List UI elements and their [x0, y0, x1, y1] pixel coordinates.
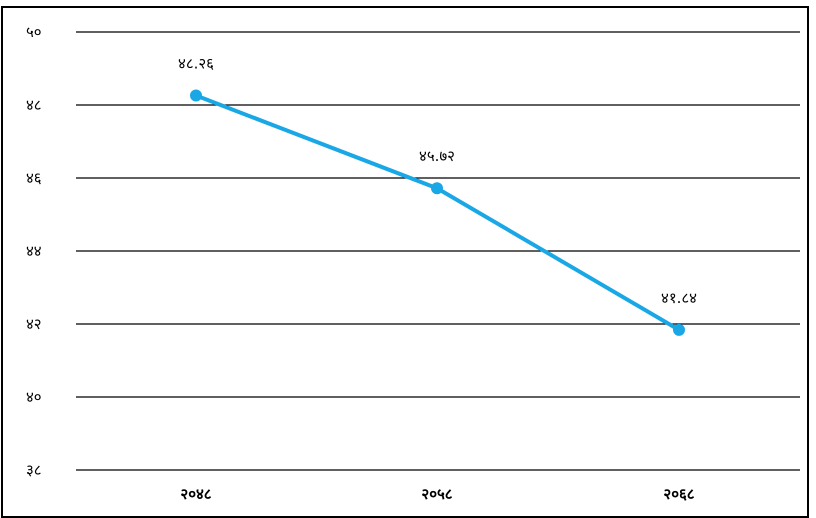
y-tick-label: ४४	[26, 242, 42, 260]
x-tick-label: २०४८	[180, 485, 211, 503]
x-tick-label: २०५८	[421, 485, 452, 503]
series-line	[194, 93, 681, 332]
data-label: ४१.८४	[661, 289, 697, 307]
y-tick-label: ५०	[26, 23, 42, 41]
data-label: ४५.७२	[419, 147, 455, 165]
y-tick-label: ४८	[26, 96, 42, 114]
data-point	[673, 323, 685, 336]
data-label: ४८.२६	[178, 55, 214, 73]
chart-frame	[1, 6, 809, 518]
y-tick-label: ४२	[26, 315, 42, 333]
data-point	[190, 89, 202, 102]
y-tick-label: ४६	[26, 169, 42, 187]
y-tick-label: ४०	[26, 388, 42, 406]
x-tick-label: २०६८	[663, 485, 694, 503]
y-tick-label: ३८	[26, 461, 42, 479]
data-point	[431, 182, 443, 195]
